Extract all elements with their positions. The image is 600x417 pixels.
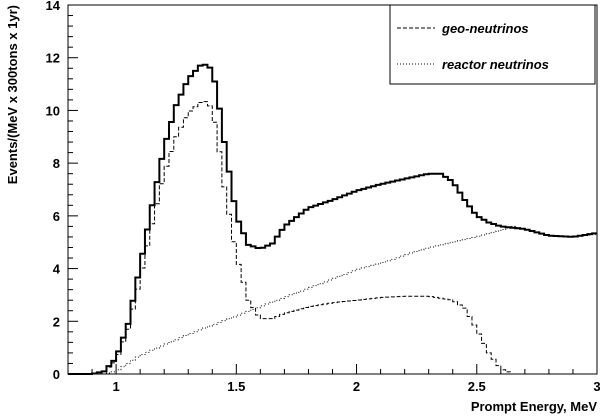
y-tick-label: 0	[53, 367, 60, 382]
y-axis-title: Events/(MeV x 300tons x 1yr)	[5, 5, 20, 184]
x-tick-label: 3	[593, 379, 600, 394]
legend-box	[389, 4, 596, 85]
y-tick-label: 10	[46, 103, 60, 118]
legend-label-reactor-neutrinos: reactor neutrinos	[442, 57, 549, 72]
y-tick-label: 14	[46, 0, 61, 13]
y-tick-label: 2	[53, 314, 60, 329]
legend: geo-neutrinos reactor neutrinos	[389, 4, 596, 85]
y-tick-label: 12	[46, 51, 60, 66]
x-tick-label: 2.5	[468, 379, 486, 394]
x-tick-label: 2	[353, 379, 360, 394]
axis-layer: 0 2 4 6 8 10 12 14 1 1.5 2 2.5 3	[46, 0, 600, 394]
series-layer	[68, 63, 597, 375]
y-tick-label: 8	[53, 156, 60, 171]
x-tick-label: 1.5	[227, 379, 245, 394]
legend-label-geo-neutrinos: geo-neutrinos	[441, 21, 529, 36]
series-line-geo-neutrinos	[68, 101, 597, 375]
y-tick-label: 4	[53, 262, 61, 277]
x-axis-title: Prompt Energy, MeV	[471, 399, 598, 414]
x-tick-label: 1	[112, 379, 119, 394]
y-tick-label: 6	[53, 209, 60, 224]
